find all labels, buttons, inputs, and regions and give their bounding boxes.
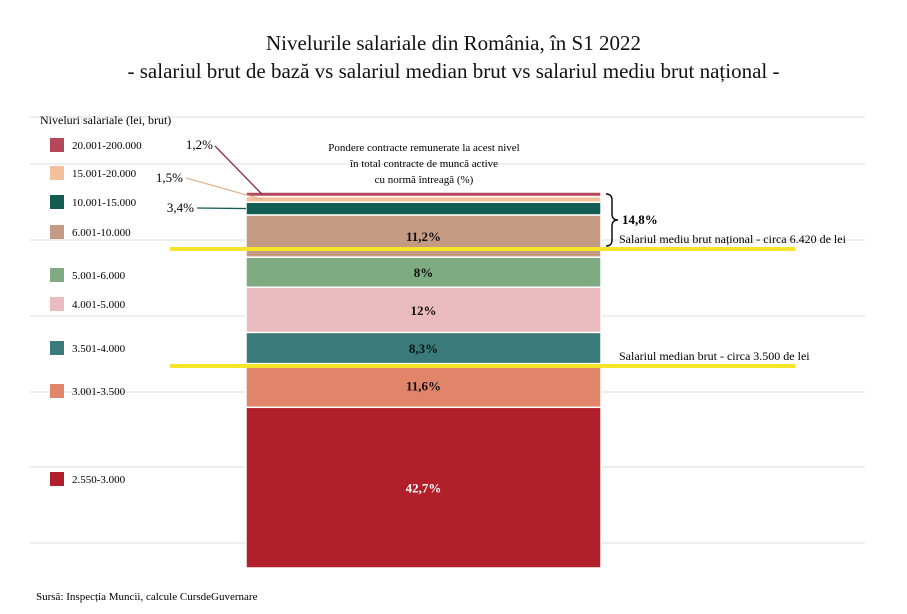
- bar-segment: [245, 286, 602, 334]
- data-label: 8%: [414, 265, 434, 280]
- callout-line: [196, 207, 247, 210]
- data-label: 11,2%: [406, 229, 441, 244]
- legend-label: 3.001-3.500: [72, 386, 126, 398]
- bar-segment: [245, 362, 602, 409]
- callout-line: [185, 177, 263, 200]
- bar-caption: cu normă întreagă (%): [375, 174, 474, 186]
- legend-swatch: [50, 138, 64, 152]
- legend-swatch: [50, 384, 64, 398]
- legend-swatch: [50, 297, 64, 311]
- reference-line-label: Salariul mediu brut național - circa 6.4…: [619, 232, 847, 246]
- data-label: 1,5%: [156, 170, 183, 185]
- bar-segment: [245, 256, 602, 288]
- legend-label: 2.550-3.000: [72, 474, 126, 486]
- legend-label: 4.001-5.000: [72, 299, 126, 311]
- data-label: 3,4%: [167, 200, 194, 215]
- bar-segment: [245, 406, 602, 569]
- reference-line-label: Salariul median brut - circa 3.500 de le…: [619, 349, 810, 363]
- callout-line: [214, 145, 263, 195]
- bar-segment: [245, 201, 602, 216]
- chart-subtitle: - salariul brut de bază vs salariul medi…: [127, 59, 780, 83]
- legend-label: 5.001-6.000: [72, 270, 126, 282]
- data-label: 8,3%: [409, 341, 438, 356]
- data-label: 1,2%: [186, 137, 213, 152]
- bar-segment: [245, 331, 602, 365]
- source-note: Sursă: Inspecția Muncii, calcule CursdeG…: [36, 591, 258, 603]
- bar-caption: Pondere contracte remunerate la acest ni…: [328, 142, 520, 154]
- legend-swatch: [50, 341, 64, 355]
- legend-swatch: [50, 225, 64, 239]
- legend-label: 10.001-15.000: [72, 197, 137, 209]
- legend-swatch: [50, 166, 64, 180]
- data-label: 11,6%: [406, 378, 441, 393]
- data-label: 42,7%: [406, 481, 442, 496]
- data-label: 12%: [411, 303, 437, 318]
- bracket: [605, 193, 619, 247]
- legend-label: 6.001-10.000: [72, 227, 131, 239]
- bar-segment: [245, 195, 602, 203]
- legend-label: 20.001-200.000: [72, 140, 142, 152]
- bar-segment: [245, 191, 602, 198]
- chart-title: Nivelurile salariale din România, în S1 …: [265, 31, 641, 55]
- bracket-label: 14,8%: [622, 212, 658, 227]
- legend-label: 3.501-4.000: [72, 343, 126, 355]
- bar-caption: în total contracte de muncă active: [349, 158, 498, 170]
- legend-swatch: [50, 195, 64, 209]
- legend-title: Niveluri salariale (lei, brut): [40, 113, 171, 127]
- legend-label: 15.001-20.000: [72, 168, 137, 180]
- legend-swatch: [50, 472, 64, 486]
- legend-swatch: [50, 268, 64, 282]
